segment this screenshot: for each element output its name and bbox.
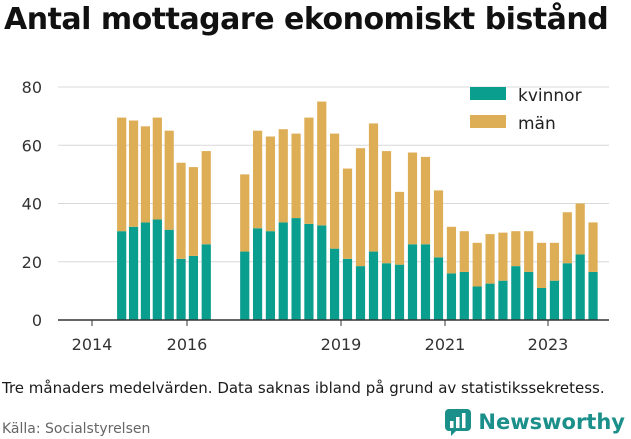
bar-man — [549, 242, 560, 281]
bar-man — [368, 123, 379, 252]
brand-logo[interactable]: Newsworthy — [444, 408, 625, 436]
bar-kvinnor — [176, 258, 186, 320]
bar-kvinnor — [152, 219, 162, 320]
x-tick-label: 2014 — [72, 335, 113, 354]
bar-kvinnor — [164, 229, 174, 320]
y-tick-label: 0 — [32, 311, 42, 330]
bar-kvinnor — [252, 228, 263, 320]
legend-swatch-kvinnor — [470, 87, 506, 100]
bar-kvinnor — [368, 251, 379, 320]
bar-man — [433, 190, 444, 258]
bar-kvinnor — [588, 271, 598, 320]
bar-kvinnor — [304, 223, 314, 320]
bar-man — [420, 156, 431, 245]
bar-kvinnor — [472, 286, 482, 320]
bar-kvinnor — [355, 266, 366, 320]
bar-man — [317, 101, 327, 226]
bar-kvinnor — [381, 263, 392, 320]
bar-kvinnor — [562, 263, 572, 320]
bar-kvinnor — [536, 287, 547, 320]
bar-man — [265, 136, 276, 232]
y-tick-label: 20 — [22, 253, 42, 272]
bar-kvinnor — [329, 248, 340, 320]
bar-kvinnor — [459, 271, 469, 320]
bar-man — [381, 151, 392, 264]
bar-man — [176, 162, 186, 259]
bar-kvinnor — [575, 254, 585, 320]
bar-kvinnor — [407, 244, 418, 320]
bar-kvinnor — [342, 258, 353, 320]
bar-kvinnor — [278, 222, 288, 320]
bar-kvinnor — [265, 231, 276, 320]
chart-note: Tre månaders medelvärden. Data saknas ib… — [2, 379, 605, 397]
axes: 0 20 40 60 80 2014 2016 2019 2021 2023 — [22, 78, 609, 354]
bar-kvinnor — [420, 244, 431, 320]
brand-name: Newsworthy — [478, 410, 625, 434]
bar-kvinnor — [317, 225, 327, 320]
bar-man — [485, 234, 495, 284]
bar-man — [140, 126, 151, 223]
bar-kvinnor — [201, 244, 211, 320]
bar-kvinnor — [128, 226, 139, 320]
bar-kvinnor — [291, 218, 301, 320]
legend: kvinnor män — [470, 86, 582, 134]
bar-kvinnor — [140, 222, 151, 320]
legend-label-man: män — [518, 114, 556, 134]
bar-man — [128, 120, 139, 227]
bar-kvinnor — [117, 231, 127, 320]
bar-man — [407, 152, 418, 245]
bar-kvinnor — [485, 283, 495, 320]
bar-man — [304, 117, 314, 224]
x-tick-label: 2019 — [321, 335, 362, 354]
bar-man — [459, 231, 469, 272]
y-tick-label: 60 — [22, 136, 42, 155]
bar-man — [472, 242, 482, 287]
x-tick-label: 2023 — [528, 335, 569, 354]
bar-man — [329, 133, 340, 249]
chart-title: Antal mottagare ekonomiskt bistånd — [4, 2, 609, 37]
bar-man — [201, 151, 211, 245]
bar-man — [394, 191, 405, 265]
bar-man — [575, 203, 585, 255]
bar-kvinnor — [446, 273, 457, 320]
bar-man — [240, 174, 250, 252]
y-tick-label: 40 — [22, 195, 42, 214]
bar-kvinnor — [549, 280, 560, 320]
legend-swatch-man — [470, 115, 506, 128]
bar-man — [342, 168, 353, 259]
bar-kvinnor — [433, 257, 444, 320]
bar-man — [562, 212, 572, 264]
bar-man — [188, 167, 199, 256]
bar-man — [588, 222, 598, 272]
bar-kvinnor — [394, 264, 405, 320]
bar-kvinnor — [524, 271, 534, 320]
bar-man — [524, 231, 534, 272]
bar-man — [291, 133, 301, 219]
x-tick-label: 2016 — [167, 335, 208, 354]
bar-man — [355, 148, 366, 267]
y-tick-label: 80 — [22, 78, 42, 97]
bars — [117, 101, 598, 320]
bar-man — [536, 242, 547, 288]
bar-man — [152, 117, 162, 220]
bar-man — [511, 231, 521, 267]
bar-man — [117, 117, 127, 232]
bar-kvinnor — [240, 251, 250, 320]
bar-kvinnor — [498, 280, 508, 320]
bar-man — [252, 130, 263, 229]
bar-man — [498, 232, 508, 281]
bar-man — [446, 226, 457, 274]
bar-man — [278, 129, 288, 223]
x-tick-label: 2021 — [425, 335, 466, 354]
bar-man — [164, 130, 174, 230]
bar-kvinnor — [188, 255, 199, 320]
source-credit: Källa: Socialstyrelsen — [2, 421, 151, 437]
bar-kvinnor — [511, 266, 521, 320]
legend-label-kvinnor: kvinnor — [518, 86, 582, 106]
newsworthy-logo-icon — [445, 409, 472, 436]
